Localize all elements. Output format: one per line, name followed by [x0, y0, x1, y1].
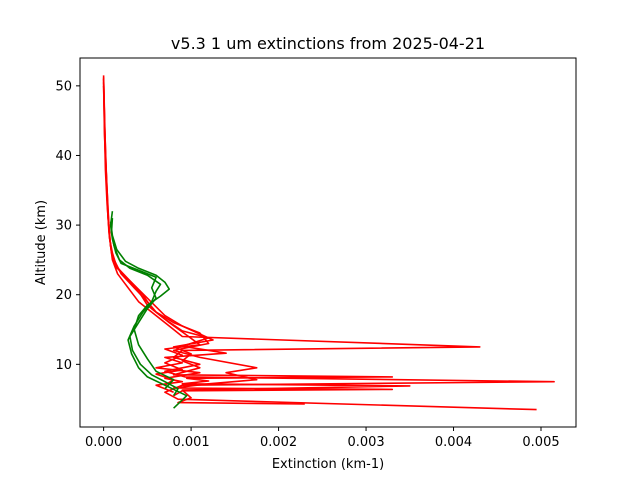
x-tick-label: 0.001: [172, 435, 209, 450]
x-tick-label: 0.004: [435, 435, 472, 450]
series-line-5: [102, 77, 201, 386]
y-tick-label: 50: [55, 79, 72, 94]
x-tick-label: 0.003: [347, 435, 384, 450]
y-axis: 10 20 30 40 50: [55, 79, 80, 373]
y-tick-label: 30: [55, 219, 72, 234]
x-tick-label: 0.000: [85, 435, 122, 450]
x-tick-label: 0.002: [260, 435, 297, 450]
series-line-7: [110, 218, 188, 409]
y-tick-label: 10: [55, 358, 72, 373]
chart-title: v5.3 1 um extinctions from 2025-04-21: [171, 34, 485, 53]
series-line-8: [109, 221, 175, 390]
x-axis-label: Extinction (km-1): [272, 457, 384, 472]
series-lines: [102, 75, 555, 411]
y-tick-label: 40: [55, 149, 72, 164]
y-tick-label: 20: [55, 288, 72, 303]
plot-frame: [79, 57, 577, 428]
x-axis: 0.000 0.001 0.002 0.003 0.004 0.005: [85, 427, 560, 450]
y-axis-label: Altitude (km): [34, 200, 49, 285]
x-tick-label: 0.005: [522, 435, 559, 450]
